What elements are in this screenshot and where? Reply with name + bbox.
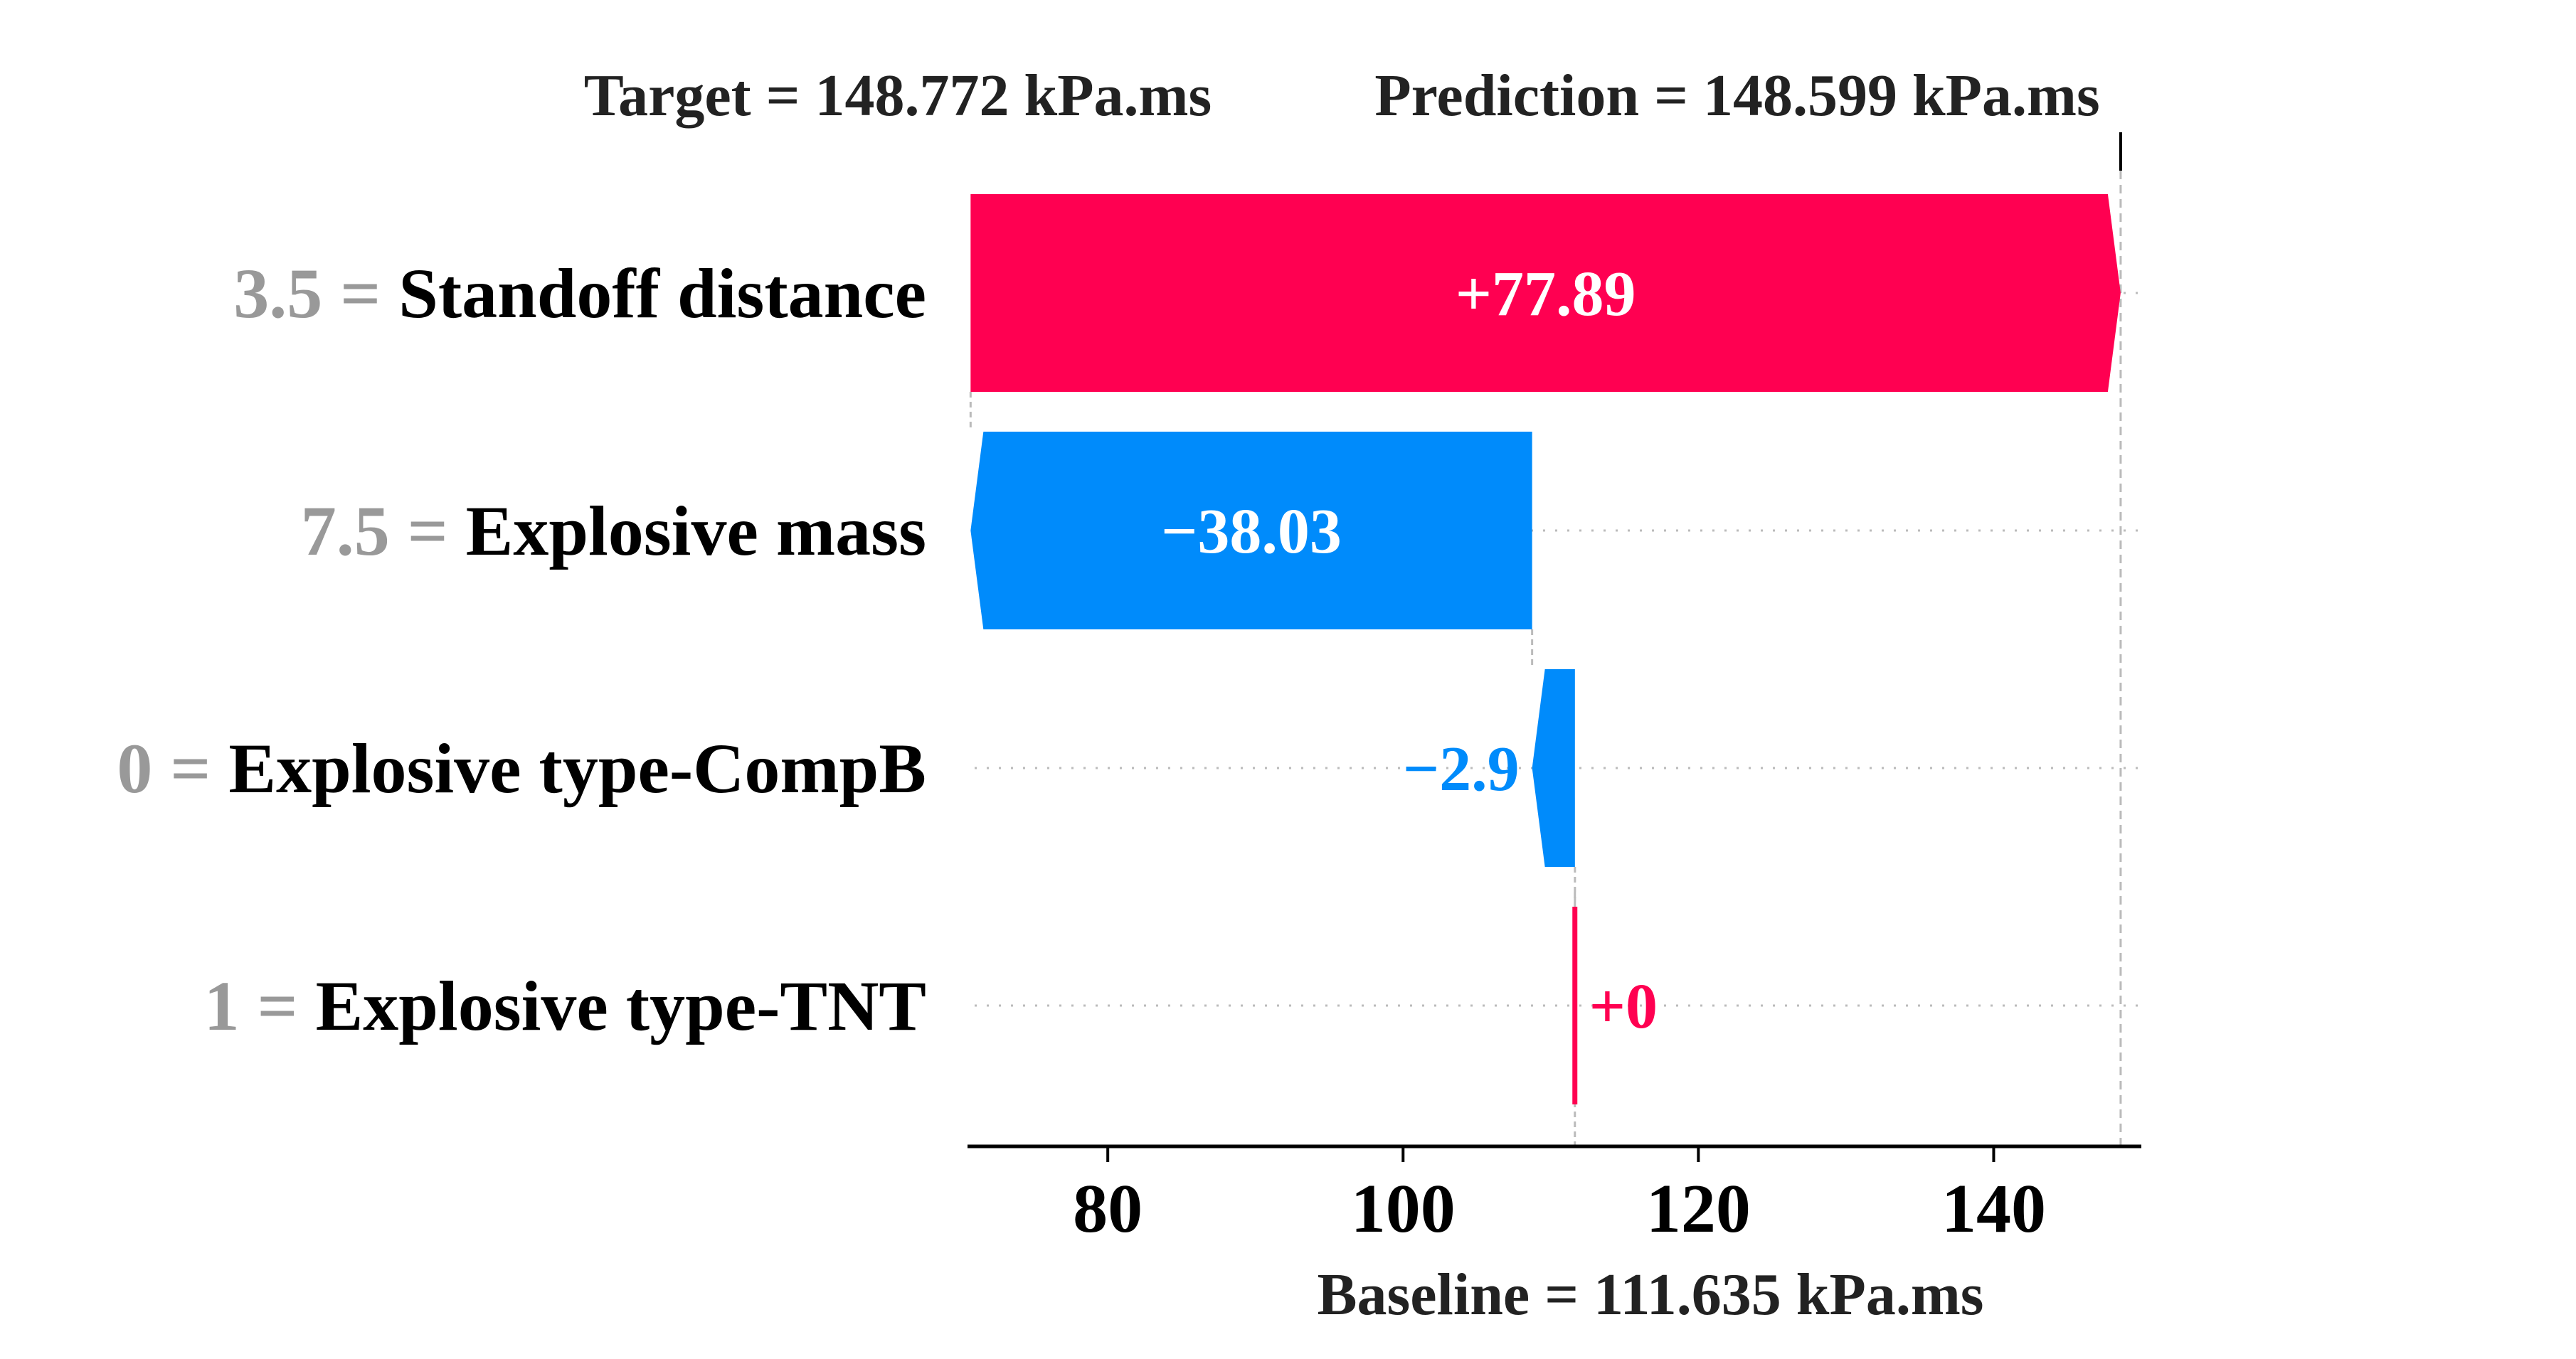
feature-value-3: 0 = bbox=[117, 729, 228, 808]
bar-2 bbox=[970, 432, 1532, 629]
feature-name-3: Explosive type-CompB bbox=[228, 729, 926, 808]
x-tick-label-2: 100 bbox=[1351, 1171, 1456, 1247]
target-label: Target = 148.772 kPa.ms bbox=[584, 63, 1212, 129]
baseline-label: Baseline = 111.635 kPa.ms bbox=[1318, 1262, 1984, 1328]
feature-label-4: 1 = Explosive type-TNT bbox=[204, 966, 926, 1045]
x-tick-label-1: 80 bbox=[1073, 1171, 1143, 1247]
feature-name-2: Explosive mass bbox=[466, 491, 926, 570]
feature-name-4: Explosive type-TNT bbox=[316, 966, 926, 1045]
bar-value-label-3: −2.9 bbox=[1403, 734, 1520, 804]
bar-1 bbox=[970, 194, 2121, 392]
feature-value-4: 1 = bbox=[204, 966, 316, 1045]
x-tick-label-3: 120 bbox=[1646, 1171, 1751, 1247]
feature-name-1: Standoff distance bbox=[398, 254, 926, 333]
feature-value-2: 7.5 = bbox=[301, 491, 466, 570]
bar-3 bbox=[1532, 669, 1575, 867]
x-axis: 80 100 120 140 bbox=[968, 1144, 2141, 1247]
feature-labels: 3.5 = Standoff distance 7.5 = Explosive m… bbox=[117, 254, 926, 1045]
bar-value-label-1: +77.89 bbox=[1456, 259, 1636, 329]
prediction-label: Prediction = 148.599 kPa.ms bbox=[1374, 63, 2099, 129]
bar-value-label-4: +0 bbox=[1589, 971, 1658, 1042]
feature-label-3: 0 = Explosive type-CompB bbox=[117, 729, 926, 808]
feature-value-1: 3.5 = bbox=[233, 254, 398, 333]
x-tick-label-4: 140 bbox=[1941, 1171, 2046, 1247]
bars: +77.89 −38.03 −2.9 +0 bbox=[970, 194, 2121, 1104]
feature-label-2: 7.5 = Explosive mass bbox=[301, 491, 926, 570]
bar-value-label-2: −38.03 bbox=[1161, 496, 1342, 567]
feature-label-1: 3.5 = Standoff distance bbox=[233, 254, 926, 333]
